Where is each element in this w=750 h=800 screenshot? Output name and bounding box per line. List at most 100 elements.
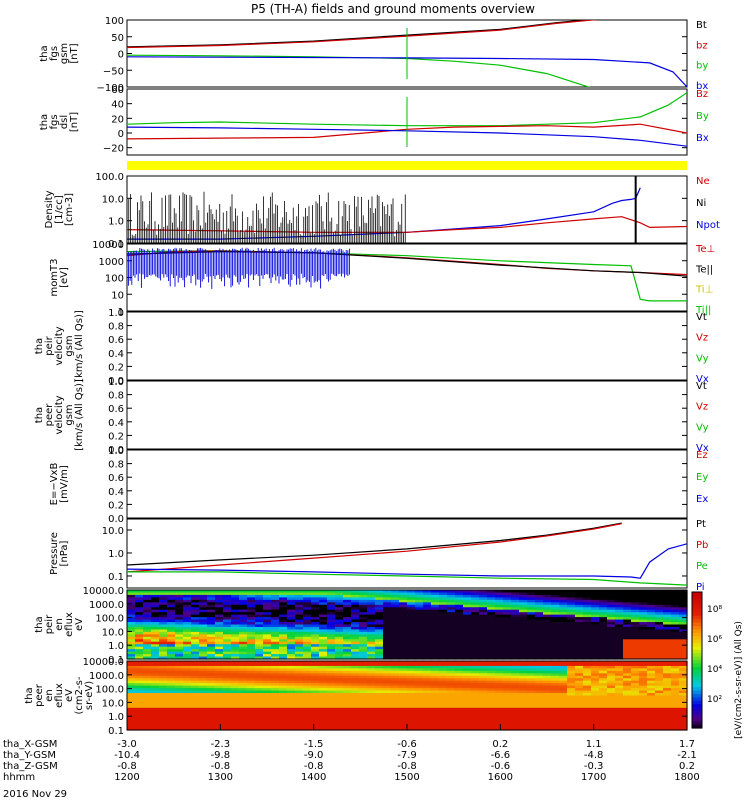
spectrogram-cell — [439, 590, 448, 594]
spectrogram-cell — [143, 715, 152, 719]
spectrogram-cell — [567, 727, 576, 731]
spectrogram-cell — [655, 688, 664, 692]
spectrogram-cell — [423, 705, 432, 709]
spectrogram-cell — [263, 641, 272, 645]
spectrogram-cell — [135, 695, 144, 699]
spectrogram-cell — [159, 715, 168, 719]
spectrogram-cell — [207, 685, 216, 689]
spectrogram-cell — [375, 609, 384, 613]
spectrogram-cell — [247, 700, 256, 704]
spectrogram-cell — [135, 646, 144, 650]
spectrogram-cell — [295, 702, 304, 706]
spectrogram-cell — [287, 656, 296, 660]
spectrogram-cell — [303, 727, 312, 731]
spectrogram-cell — [415, 644, 424, 648]
spectrogram-cell — [311, 673, 320, 677]
spectrogram-cell — [647, 722, 656, 726]
spectrogram-cell — [655, 607, 664, 611]
spectrogram-cell — [663, 592, 672, 596]
y-tick-label: 0.4 — [108, 349, 124, 360]
spectrogram-cell — [231, 693, 240, 697]
spectrogram-cell — [175, 602, 184, 606]
spectrogram-cell — [167, 720, 176, 724]
spectrogram-cell — [479, 670, 488, 674]
spectrogram-cell — [615, 626, 624, 631]
spectrogram-cell — [623, 722, 632, 726]
spectrogram-cell — [527, 722, 536, 726]
spectrogram-cell — [303, 710, 312, 714]
spectrogram-cell — [671, 727, 680, 731]
spectrogram-cell — [207, 612, 216, 616]
spectrogram-cell — [391, 678, 400, 682]
spectrogram-cell — [655, 604, 664, 608]
spectrogram-cell — [551, 710, 560, 714]
spectrogram-cell — [271, 702, 280, 706]
y-tick-label: 1000 — [99, 257, 124, 268]
spectrogram-cell — [215, 622, 224, 626]
spectrogram-cell — [415, 599, 424, 603]
spectrogram-cell — [639, 675, 648, 679]
spectrogram-cell — [423, 683, 432, 687]
spectrogram-cell — [615, 678, 624, 682]
spectrogram-cell — [167, 651, 176, 655]
spectrogram-cell — [647, 619, 656, 623]
spectrogram-cell — [383, 656, 392, 660]
spectrogram-cell — [607, 688, 616, 692]
spectrogram-cell — [263, 622, 272, 626]
spectrogram-cell — [263, 614, 272, 618]
spectrogram-cell — [447, 594, 456, 598]
spectrogram-cell — [375, 675, 384, 679]
spectrogram-cell — [567, 665, 576, 669]
spectrogram-cell — [439, 656, 448, 660]
spectrogram-cell — [463, 688, 472, 692]
spectrogram-cell — [215, 661, 224, 665]
spectrogram-cell — [439, 651, 448, 655]
spectrogram-cell — [583, 697, 592, 702]
spectrogram-cell — [511, 649, 520, 653]
spectrogram-cell — [391, 639, 400, 643]
spectrogram-cell — [303, 712, 312, 716]
spectrogram-cell — [383, 665, 392, 669]
spectrogram-cell — [671, 602, 680, 606]
spectrogram-cell — [447, 614, 456, 618]
spectrogram-cell — [383, 693, 392, 697]
spectrogram-cell — [247, 622, 256, 626]
spectrogram-cell — [535, 604, 544, 608]
spectrogram-cell — [607, 607, 616, 611]
spectrogram-cell — [319, 685, 328, 689]
spectrogram-cell — [351, 644, 360, 648]
spectrogram-cell — [343, 720, 352, 724]
spectrogram-cell — [671, 710, 680, 714]
spectrogram-cell — [335, 693, 344, 697]
spectrogram-cell — [335, 626, 344, 631]
spectrogram-cell — [471, 651, 480, 655]
spectrogram-cell — [391, 592, 400, 596]
spectrogram-cell — [471, 693, 480, 697]
spectrogram-cell — [463, 670, 472, 674]
spectrogram-cell — [167, 631, 176, 635]
spectrogram-cell — [479, 717, 488, 721]
spectrogram-cell — [615, 712, 624, 716]
spectrogram-cell — [271, 697, 280, 702]
spectrogram-cell — [487, 688, 496, 692]
spectrogram-cell — [535, 680, 544, 684]
spectrogram-cell — [223, 688, 232, 692]
spectrogram-cell — [639, 594, 648, 598]
spectrogram-cell — [415, 710, 424, 714]
spectrogram-cell — [551, 602, 560, 606]
spectrogram-cell — [439, 668, 448, 672]
spectrogram-cell — [535, 614, 544, 618]
spectrogram-cell — [567, 663, 576, 667]
colorbar-tick-label: 10⁶ — [707, 635, 722, 645]
spectrogram-cell — [495, 700, 504, 704]
spectrogram-cell — [615, 644, 624, 648]
spectrogram-cell — [175, 697, 184, 702]
y-axis-label: [1/cc] — [54, 195, 65, 224]
spectrogram-cell — [191, 624, 200, 628]
spectrogram-cell — [351, 722, 360, 726]
spectrogram-cell — [367, 663, 376, 667]
spectrogram-cell — [591, 622, 600, 626]
spectrogram-cell — [215, 722, 224, 726]
spectrogram-cell — [519, 597, 528, 601]
spectrogram-cell — [215, 668, 224, 672]
